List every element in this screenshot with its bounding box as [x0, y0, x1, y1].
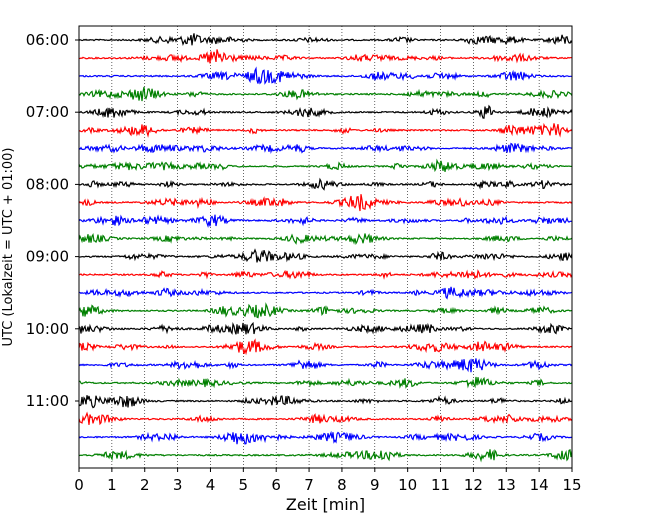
trace-line	[78, 233, 573, 245]
trace-line	[78, 177, 573, 191]
x-tick-label: 4	[206, 476, 216, 494]
x-axis-ticks: 0 1 2 3 4 5 6 7 8 9 10 11 12 13 14 15	[74, 468, 582, 494]
x-tick-label: 15	[562, 476, 581, 494]
x-tick-label: 6	[271, 476, 281, 494]
x-tick-label: 2	[140, 476, 150, 494]
y-axis-ticks: 06:00 07:00 08:00 09:00 10:00 11:00	[26, 31, 79, 410]
trace-line	[78, 376, 573, 389]
trace-line	[78, 248, 573, 263]
trace-line	[78, 194, 573, 212]
trace-line	[78, 142, 573, 154]
x-tick-label: 10	[398, 476, 417, 494]
trace-line	[78, 430, 573, 445]
x-axis-label: Zeit [min]	[286, 495, 365, 514]
x-tick-label: 7	[304, 476, 314, 494]
trace-line	[78, 49, 573, 64]
x-tick-label: 9	[370, 476, 380, 494]
y-tick-label: 10:00	[26, 320, 69, 338]
y-tick-label: 07:00	[26, 103, 69, 121]
trace-line	[78, 104, 573, 119]
y-axis-label: UTC (Lokalzeit = UTC + 01:00)	[1, 148, 16, 347]
trace-line	[78, 86, 573, 102]
trace-line	[78, 449, 573, 463]
trace-line	[79, 122, 573, 138]
trace-line	[78, 66, 573, 85]
x-tick-label: 5	[239, 476, 249, 494]
trace-line	[78, 358, 573, 373]
trace-line	[78, 338, 573, 356]
trace-line	[78, 214, 573, 229]
y-tick-label: 06:00	[26, 31, 69, 49]
y-tick-label: 11:00	[26, 392, 69, 410]
x-tick-label: 12	[464, 476, 483, 494]
trace-line	[78, 321, 573, 335]
x-tick-label: 1	[107, 476, 117, 494]
x-tick-label: 13	[497, 476, 516, 494]
x-tick-label: 3	[173, 476, 183, 494]
trace-line	[78, 33, 573, 46]
y-tick-label: 08:00	[26, 175, 69, 193]
plot-frame	[78, 25, 573, 469]
trace-line	[78, 158, 573, 173]
x-tick-label: 8	[337, 476, 347, 494]
trace-line	[78, 302, 573, 319]
trace-line	[78, 395, 573, 409]
x-tick-label: 11	[431, 476, 450, 494]
y-tick-label: 09:00	[26, 248, 69, 266]
x-tick-label: 14	[530, 476, 549, 494]
trace-layer	[78, 33, 573, 463]
trace-line	[78, 269, 573, 280]
trace-line	[78, 411, 573, 426]
x-tick-label: 0	[74, 476, 84, 494]
trace-line	[78, 286, 573, 300]
